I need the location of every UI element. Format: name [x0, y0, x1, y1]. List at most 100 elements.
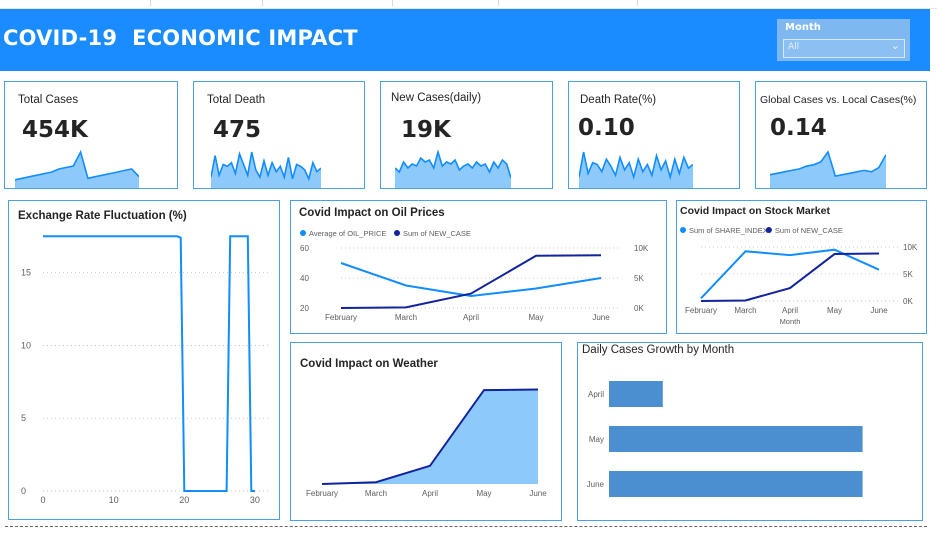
x-tick-label: 30 [250, 495, 260, 505]
strip-divider [262, 0, 263, 6]
y2-tick-label: 10K [903, 243, 918, 252]
kpi-card-total-death[interactable]: Total Death 475 [193, 81, 365, 189]
x-tick-label: 10 [109, 495, 119, 505]
weather-chart-card[interactable]: Covid Impact on Weather February March Apr… [290, 342, 562, 521]
x-tick-label: June [529, 489, 547, 498]
sparkline-line [770, 150, 886, 178]
x-tick-label: March [365, 489, 387, 498]
month-slicer-label: Month [785, 22, 821, 33]
strip-divider [637, 0, 638, 6]
chart-title: Covid Impact on Stock Market [680, 205, 830, 217]
kpi-label: Total Cases [18, 94, 79, 106]
x-tick-label: 20 [179, 495, 189, 505]
strip-divider [498, 0, 499, 6]
kpi-sparkline [15, 149, 139, 188]
bar [609, 471, 863, 497]
kpi-value: 0.10 [578, 115, 635, 141]
kpi-card-death-rate[interactable]: Death Rate(%) 0.10 [568, 81, 740, 189]
series-line-right [700, 252, 880, 302]
y-tick-label: 0 [21, 486, 26, 496]
legend-label: Sum of SHARE_INDEX [689, 226, 768, 235]
kpi-card-global-vs-local[interactable]: Global Cases vs. Local Cases(%) 0.14 [755, 81, 927, 189]
stock-market-chart: 0K 5K 10K February March April May June Sum of S… [680, 226, 918, 326]
series-line-left [340, 262, 602, 298]
stock-market-chart-card[interactable]: Covid Impact on Stock Market 0K 5K 10K Febr… [676, 200, 927, 334]
kpi-value: 454K [22, 117, 88, 143]
weather-line [321, 388, 539, 485]
y-tick-label: June [587, 480, 605, 489]
page-bottom-divider [5, 526, 927, 527]
y-tick-label: 20 [300, 304, 309, 313]
kpi-label: Global Cases vs. Local Cases(%) [760, 94, 917, 106]
legend-marker [680, 227, 686, 233]
x-tick-label: 0 [40, 495, 45, 505]
x-tick-label: May [528, 313, 543, 322]
x-tick-label: April [463, 313, 479, 322]
oil-price-chart: 20 40 60 0K 5K 10K February March April May June Av… [300, 229, 649, 322]
top-strip [0, 0, 937, 9]
x-tick-label: March [395, 313, 417, 322]
bar [609, 381, 663, 407]
sparkline-area [15, 152, 139, 188]
y2-tick-label: 5K [634, 274, 644, 283]
kpi-sparkline [770, 150, 886, 188]
kpi-sparkline [579, 151, 693, 188]
chart-title: Covid Impact on Oil Prices [299, 207, 445, 219]
x-tick-label: June [870, 306, 888, 315]
bar [609, 426, 863, 452]
x-tick-label: May [827, 306, 842, 315]
y-tick-label: April [588, 390, 604, 399]
month-dropdown-value: All [788, 42, 800, 52]
x-tick-label: February [325, 313, 357, 322]
legend-label: Sum of NEW_CASE [775, 226, 843, 235]
daily-growth-chart-card[interactable]: Daily Cases Growth by Month April May June [577, 342, 923, 521]
y-tick-label: May [589, 435, 604, 444]
x-tick-label: April [422, 489, 438, 498]
kpi-card-new-cases[interactable]: New Cases(daily) 19K [380, 81, 553, 189]
kpi-sparkline [211, 150, 321, 188]
oil-price-chart-card[interactable]: Covid Impact on Oil Prices 20 40 60 0K 5K 10K… [290, 200, 667, 334]
weather-area [322, 389, 538, 484]
sparkline-line [395, 149, 511, 179]
chart-title: Covid Impact on Weather [300, 358, 438, 370]
exchange-rate-chart: 0 5 10 15 0 10 20 30 [21, 235, 269, 505]
month-dropdown[interactable]: All ⌄ [783, 39, 905, 58]
y-tick-label: 40 [300, 274, 309, 283]
kpi-value: 475 [213, 117, 262, 143]
legend-label: Average of OIL_PRICE [309, 229, 386, 238]
chart-title: Exchange Rate Fluctuation (%) [18, 210, 187, 222]
legend-marker [300, 230, 306, 236]
dashboard-title: COVID-19 ECONOMIC IMPACT [3, 26, 358, 50]
y-tick-label: 15 [21, 268, 31, 278]
sparkline-area [395, 152, 511, 188]
x-tick-label: February [306, 489, 338, 498]
weather-chart: February March April May June [306, 388, 547, 498]
sparkline-line [211, 150, 321, 182]
x-tick-label: April [782, 306, 798, 315]
exchange-rate-chart-card[interactable]: Exchange Rate Fluctuation (%) 0 5 10 15 0 10 2… [8, 200, 280, 520]
kpi-label: New Cases(daily) [391, 92, 482, 104]
x-tick-label: May [476, 489, 491, 498]
strip-divider [392, 0, 393, 6]
month-slicer[interactable]: Month All ⌄ [777, 19, 910, 61]
y-tick-label: 10 [21, 340, 31, 350]
series-line-right [340, 254, 602, 309]
strip-divider [150, 0, 151, 6]
exchange-rate-line [43, 235, 255, 492]
kpi-card-total-cases[interactable]: Total Cases 454K [4, 81, 178, 189]
daily-growth-bar-chart: April May June [587, 381, 863, 497]
y2-tick-label: 10K [634, 244, 649, 253]
kpi-label: Total Death [207, 94, 266, 106]
chevron-down-icon[interactable]: ⌄ [890, 39, 900, 52]
sparkline-line [579, 151, 693, 181]
x-tick-label: March [734, 306, 756, 315]
y2-tick-label: 5K [903, 270, 913, 279]
legend-marker [765, 227, 772, 233]
kpi-value: 19K [401, 117, 451, 143]
x-tick-label: February [685, 306, 717, 315]
series-line-left [700, 248, 880, 299]
kpi-value: 0.14 [770, 115, 827, 141]
y-tick-label: 60 [300, 244, 309, 253]
kpi-sparkline [395, 149, 511, 188]
dashboard-header: COVID-19 ECONOMIC IMPACT Month All ⌄ [0, 9, 930, 71]
